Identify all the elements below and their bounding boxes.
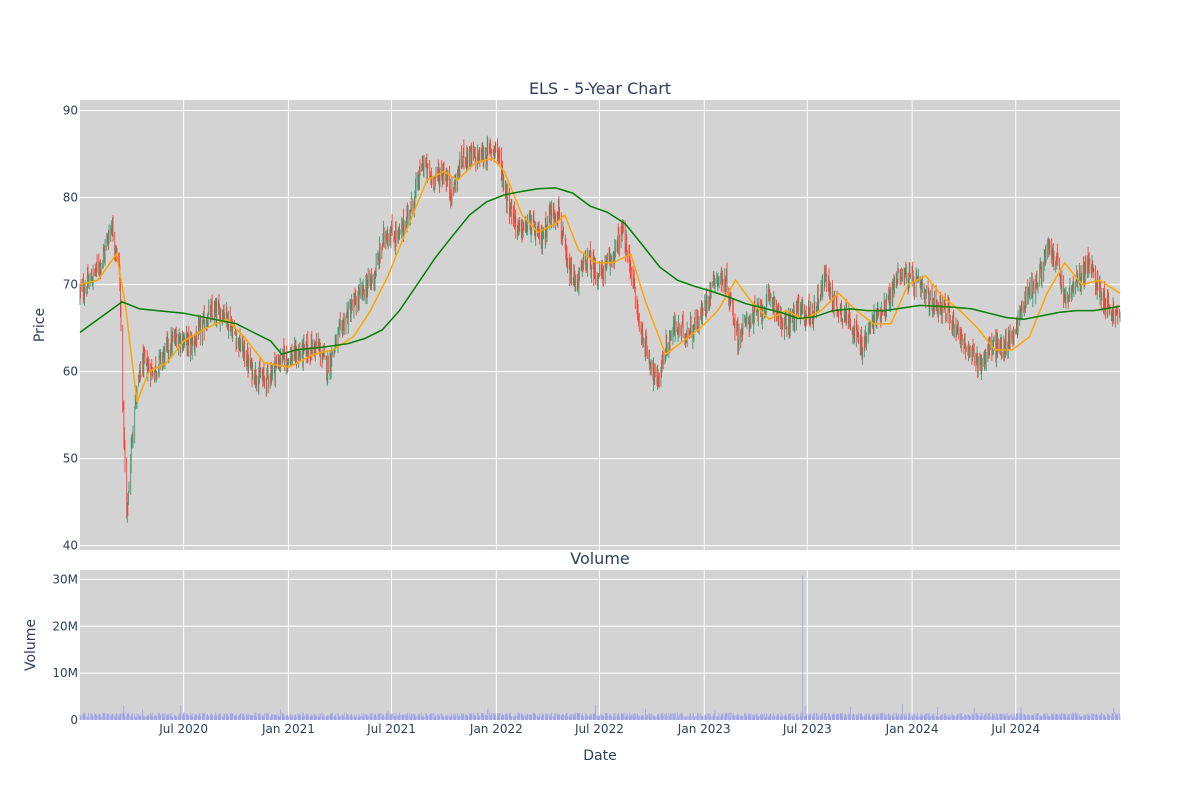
volume-x-ticks: Jul 2020 Jan 2021 Jul 2021 Jan 2022 Jul 2022… <box>158 722 1040 736</box>
volume-y-tick-label: 30M <box>52 572 78 586</box>
price-chart-title: ELS - 5-Year Chart <box>529 79 671 98</box>
price-y-ticks: 40 50 60 70 80 90 <box>63 103 78 552</box>
ma-short-line <box>79 157 1121 403</box>
price-grid <box>80 100 1120 550</box>
x-tick-label: Jul 2021 <box>366 722 416 736</box>
x-tick-label: Jul 2020 <box>158 722 208 736</box>
x-axis-title: Date <box>583 748 616 764</box>
price-panel: 40 50 60 70 80 90 ELS - 5-Year Chart Price <box>32 79 1121 553</box>
volume-y-ticks: 0 10M 20M 30M <box>52 572 78 727</box>
price-y-tick-label: 80 <box>63 190 78 204</box>
volume-plot-area <box>80 570 1120 720</box>
price-candles <box>79 135 1121 523</box>
x-tick-label: Jan 2021 <box>261 722 315 736</box>
price-y-axis-title: Price <box>32 308 48 342</box>
price-y-tick-label: 50 <box>63 452 78 466</box>
x-tick-label: Jul 2022 <box>574 722 624 736</box>
price-y-tick-label: 40 <box>63 539 78 553</box>
volume-y-tick-label: 0 <box>70 713 78 727</box>
price-y-tick-label: 70 <box>63 278 78 292</box>
volume-bars <box>79 574 1121 720</box>
volume-panel: 0 10M 20M 30M Jul 2020 Jan 2021 Jul 2021 Jan 2… <box>23 549 1121 764</box>
x-tick-label: Jan 2024 <box>885 722 939 736</box>
x-tick-label: Jul 2023 <box>782 722 832 736</box>
price-plot-area <box>80 100 1120 550</box>
price-y-tick-label: 90 <box>63 103 78 117</box>
volume-y-tick-label: 10M <box>52 666 78 680</box>
x-tick-label: Jan 2023 <box>677 722 731 736</box>
price-y-tick-label: 60 <box>63 365 78 379</box>
volume-chart-title: Volume <box>570 549 630 568</box>
ma-long-line <box>79 187 1121 356</box>
volume-y-tick-label: 20M <box>52 619 78 633</box>
x-tick-label: Jul 2024 <box>990 722 1040 736</box>
volume-y-axis-title: Volume <box>23 619 39 671</box>
x-tick-label: Jan 2022 <box>469 722 523 736</box>
